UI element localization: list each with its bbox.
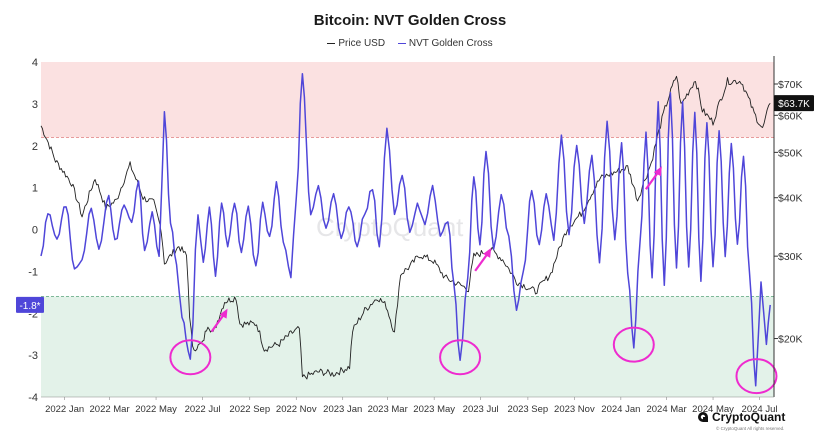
arrow-shaft-3 <box>644 170 660 190</box>
right-tick-label-3: $40K <box>778 193 803 205</box>
right-tick-label-4: $30K <box>778 251 803 263</box>
legend-label-nvt: NVT Golden Cross <box>408 38 493 49</box>
left-tick-label-3: 1 <box>32 183 38 195</box>
x-tick-label-10: 2023 Sep <box>508 404 549 415</box>
chart-legend: Price USD NVT Golden Cross <box>0 38 820 49</box>
x-tick-label-14: 2024 May <box>692 404 734 415</box>
x-tick-label-15: 2024 Jul <box>742 404 778 415</box>
legend-label-price: Price USD <box>338 38 386 49</box>
nvt-golden-cross-line <box>40 72 771 387</box>
cryptoquant-logo-icon <box>698 412 708 422</box>
series-layer <box>40 72 771 387</box>
right-tick-label-0: $70K <box>778 79 803 91</box>
arrow-shaft-2 <box>474 252 490 272</box>
arrow-head-3 <box>653 166 662 177</box>
brand-logo-text: CryptoQuant <box>697 410 785 424</box>
right-tick-label-1: $60K <box>778 110 803 122</box>
x-tick-label-5: 2022 Nov <box>276 404 317 415</box>
left-current-value-tag <box>16 296 44 313</box>
x-tick-label-9: 2023 Jul <box>463 404 499 415</box>
right-tick-label-2: $50K <box>778 147 803 159</box>
x-tick-label-7: 2023 Mar <box>368 404 408 415</box>
chart-title: Bitcoin: NVT Golden Cross <box>313 12 507 29</box>
x-tick-label-2: 2022 May <box>135 404 177 415</box>
left-tick-label-1: 3 <box>32 99 38 111</box>
axis-layer: 4 3 2 1 0 -1 -2 -3 -4 $70K $60K $50K $40K $30K $20K 202… <box>16 56 814 415</box>
highlight-circle-2 <box>439 339 482 376</box>
x-tick-label-11: 2023 Nov <box>554 404 595 415</box>
annotation-layer <box>169 166 778 395</box>
x-tick-label-3: 2022 Jul <box>185 404 221 415</box>
upper-zone-band <box>41 62 774 138</box>
arrow-head-2 <box>483 247 492 258</box>
x-tick-label-1: 2022 Mar <box>90 404 130 415</box>
x-tick-label-13: 2024 Mar <box>646 404 686 415</box>
left-current-value-label: -1.8* <box>19 301 40 312</box>
left-tick-label-8: -4 <box>28 392 38 404</box>
lower-zone-band <box>41 296 774 397</box>
x-tick-label-0: 2022 Jan <box>45 404 84 415</box>
x-tick-label-4: 2022 Sep <box>229 404 270 415</box>
right-current-value-tag <box>774 95 814 112</box>
highlight-circle-3 <box>612 326 655 363</box>
right-current-value-label: $63.7K <box>778 99 810 110</box>
left-tick-label-4: 0 <box>32 225 38 237</box>
legend-swatch-nvt <box>397 42 406 44</box>
right-tick-label-5: $20K <box>778 334 803 346</box>
left-tick-label-2: 2 <box>32 141 38 153</box>
brand-name: CryptoQuant <box>712 410 786 424</box>
highlight-circle-4 <box>735 358 778 395</box>
copyright-text: © CryptoQuant All rights reserved. <box>716 426 785 431</box>
left-tick-label-0: 4 <box>32 57 38 69</box>
arrow-shaft-1 <box>210 312 226 333</box>
x-tick-label-6: 2023 Jan <box>323 404 362 415</box>
arrow-head-1 <box>219 308 228 319</box>
price-usd-line <box>40 75 771 380</box>
x-tick-label-8: 2023 May <box>413 404 455 415</box>
legend-swatch-price <box>327 42 336 44</box>
legend-item-price[interactable]: Price USD <box>327 38 385 49</box>
legend-item-nvt[interactable]: NVT Golden Cross <box>397 38 493 49</box>
left-tick-label-5: -1 <box>28 266 38 278</box>
highlight-circle-1 <box>169 339 212 376</box>
x-tick-label-12: 2024 Jan <box>601 404 640 415</box>
left-tick-label-7: -3 <box>28 350 38 362</box>
left-tick-label-6: -2 <box>28 308 38 320</box>
